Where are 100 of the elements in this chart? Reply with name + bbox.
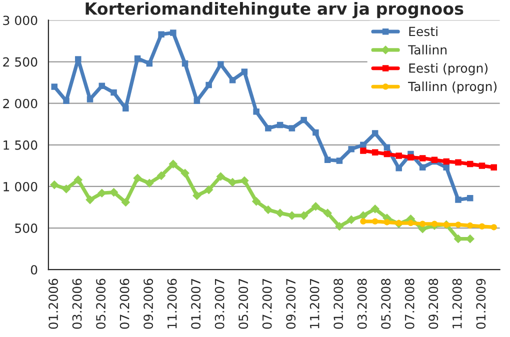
point bbox=[419, 164, 426, 170]
x-tick-label: 01.2008 bbox=[334, 278, 344, 329]
x-tick-label: 09.2008 bbox=[428, 278, 438, 329]
point bbox=[408, 220, 414, 226]
x-tick-label: 03.2008 bbox=[357, 278, 367, 329]
point bbox=[431, 220, 438, 228]
point bbox=[335, 222, 344, 231]
point bbox=[204, 186, 213, 194]
point bbox=[50, 180, 59, 189]
point bbox=[490, 224, 497, 230]
point bbox=[372, 218, 378, 225]
point bbox=[312, 202, 320, 211]
point bbox=[466, 160, 474, 168]
point bbox=[252, 197, 260, 206]
point bbox=[110, 89, 117, 96]
point bbox=[466, 222, 474, 229]
x-tick-label: 01.2006 bbox=[48, 278, 58, 329]
point bbox=[455, 159, 462, 166]
point bbox=[264, 206, 272, 214]
point bbox=[182, 60, 188, 67]
point bbox=[370, 204, 380, 214]
x-tick-label: 11.2007 bbox=[310, 279, 320, 328]
y-tick-label: 0 bbox=[30, 265, 38, 275]
point bbox=[348, 146, 354, 152]
point bbox=[455, 222, 462, 228]
point bbox=[288, 125, 296, 132]
point bbox=[86, 96, 94, 102]
point bbox=[419, 220, 426, 228]
x-tick-label: 01.2009 bbox=[476, 278, 486, 329]
point bbox=[134, 55, 141, 62]
point bbox=[229, 76, 236, 84]
x-tick-label: 01.2007 bbox=[191, 279, 201, 329]
x-tick-label: 09.2006 bbox=[144, 278, 154, 329]
point bbox=[336, 158, 343, 164]
point bbox=[384, 150, 390, 158]
point bbox=[372, 130, 378, 136]
x-tick-label: 11.2008 bbox=[452, 278, 462, 328]
point bbox=[241, 68, 248, 75]
point bbox=[180, 169, 190, 178]
legend-label: Tallinn bbox=[408, 44, 446, 55]
point bbox=[466, 194, 474, 202]
point bbox=[300, 116, 307, 124]
point bbox=[323, 208, 332, 218]
point bbox=[360, 148, 366, 154]
point bbox=[396, 152, 402, 159]
point bbox=[170, 30, 176, 36]
x-tick-label: 09.2007 bbox=[286, 279, 296, 329]
chart-title: Korteriomanditehingute arv ja prognoos bbox=[86, 2, 464, 18]
x-tick-label: 07.2008 bbox=[404, 278, 414, 329]
legend-label: Eesti bbox=[409, 26, 438, 36]
point bbox=[265, 125, 272, 132]
point bbox=[359, 211, 368, 220]
point bbox=[146, 60, 153, 67]
x-tick-label: 05.2007 bbox=[238, 279, 248, 329]
y-tick-label: 1 000 bbox=[4, 182, 38, 192]
point bbox=[206, 82, 212, 88]
point bbox=[133, 174, 142, 182]
legend-label: Tallinn (progn) bbox=[408, 82, 497, 94]
legend-label: Eesti (progn) bbox=[409, 63, 488, 76]
y-tick-label: 2 500 bbox=[3, 57, 38, 67]
point bbox=[347, 216, 356, 224]
point bbox=[384, 144, 390, 151]
point bbox=[169, 160, 178, 168]
point bbox=[312, 129, 319, 136]
point bbox=[408, 154, 414, 161]
point bbox=[62, 184, 70, 194]
point bbox=[192, 191, 202, 200]
point bbox=[122, 198, 130, 206]
x-tick-label: 03.2007 bbox=[214, 279, 224, 329]
point bbox=[276, 208, 284, 218]
point bbox=[419, 155, 426, 162]
point bbox=[51, 84, 58, 90]
point bbox=[478, 162, 486, 169]
point bbox=[253, 108, 260, 115]
point bbox=[443, 158, 450, 165]
point bbox=[384, 219, 390, 226]
point bbox=[86, 196, 94, 204]
y-tick-label: 1 500 bbox=[4, 140, 38, 150]
point bbox=[74, 176, 82, 184]
point bbox=[228, 178, 237, 186]
point bbox=[324, 156, 331, 163]
point bbox=[443, 164, 450, 170]
point bbox=[360, 142, 366, 148]
x-tick-label: 07.2007 bbox=[262, 279, 272, 329]
y-tick-label: 3 000 bbox=[3, 16, 38, 26]
y-tick-label: 500 bbox=[15, 224, 38, 233]
point bbox=[360, 218, 366, 225]
point bbox=[455, 196, 462, 203]
point bbox=[110, 188, 118, 196]
point bbox=[490, 164, 497, 170]
x-tick-label: 03.2006 bbox=[72, 278, 82, 329]
x-tick-label: 05.2008 bbox=[381, 278, 391, 329]
y-tick-label: 2 000 bbox=[3, 98, 38, 108]
point bbox=[372, 149, 378, 156]
point bbox=[63, 98, 70, 104]
x-tick-label: 11.2006 bbox=[167, 278, 177, 328]
point bbox=[158, 31, 164, 38]
x-tick-label: 05.2006 bbox=[96, 278, 106, 329]
point bbox=[240, 176, 249, 185]
point bbox=[98, 82, 106, 90]
